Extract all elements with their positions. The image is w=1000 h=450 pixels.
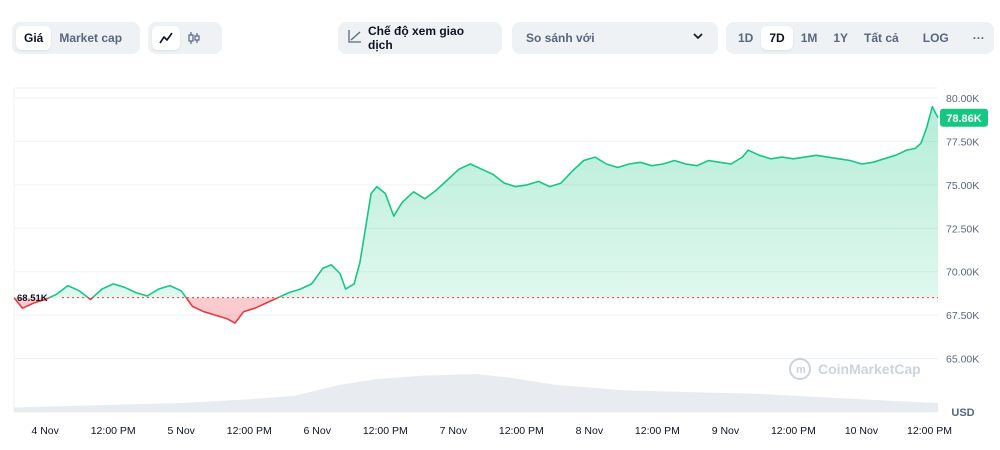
- area-fill-down: [14, 297, 279, 323]
- currency-label: USD: [951, 407, 974, 419]
- more-options-icon[interactable]: ···: [972, 31, 985, 45]
- y-tick-label: 72.50K: [946, 223, 979, 235]
- candlestick-icon[interactable]: [180, 26, 208, 50]
- range-1m[interactable]: 1M: [800, 31, 818, 45]
- current-price-value: 78.86K: [946, 113, 982, 125]
- baseline-value: 68.51K: [17, 293, 48, 304]
- metric-tab-group: Giá Market cap: [12, 22, 140, 54]
- y-tick-label: 77.50K: [946, 136, 979, 148]
- y-tick-label: 67.50K: [946, 310, 979, 322]
- baseline-label: 68.51K: [17, 293, 48, 304]
- range-1d[interactable]: 1D: [738, 31, 754, 45]
- x-tick-label: 8 Nov: [576, 425, 604, 437]
- coinmarketcap-logo-icon: m: [796, 364, 806, 376]
- area-fill-up: [14, 106, 938, 298]
- x-tick-label: 9 Nov: [712, 425, 740, 437]
- x-tick-label: 6 Nov: [304, 425, 332, 437]
- range-7d[interactable]: 7D: [761, 26, 793, 50]
- tab-market-cap[interactable]: Market cap: [59, 31, 123, 45]
- current-price-tag: 78.86K: [940, 108, 988, 127]
- tab-price[interactable]: Giá: [16, 26, 52, 50]
- x-tick-label: 12:00 PM: [91, 425, 136, 437]
- x-tick-label: 12:00 PM: [907, 425, 952, 437]
- compare-dropdown[interactable]: So sánh với: [512, 22, 718, 54]
- x-tick-label: 7 Nov: [440, 425, 468, 437]
- chart-toolbar: Giá Market cap Chế độ xem giao dịch So s…: [12, 22, 994, 56]
- chart-style-group: [148, 22, 222, 54]
- range-tab-group: 1D 7D 1M 1Y Tất cả LOG ···: [726, 22, 994, 54]
- log-scale-toggle[interactable]: LOG: [922, 31, 949, 45]
- trading-view-label: Chế độ xem giao dịch: [368, 24, 465, 52]
- x-tick-label: 10 Nov: [845, 425, 879, 437]
- compare-label: So sánh với: [526, 31, 595, 45]
- x-tick-label: 12:00 PM: [363, 425, 408, 437]
- trend-line-icon: [348, 29, 362, 48]
- watermark-text: CoinMarketCap: [818, 361, 921, 377]
- y-tick-label: 75.00K: [946, 180, 979, 192]
- y-tick-label: 70.00K: [946, 267, 979, 279]
- y-tick-label: 80.00K: [946, 93, 979, 105]
- y-axis: 65.00K 67.50K 70.00K 72.50K 75.00K 77.50K 80.0…: [946, 93, 979, 366]
- x-tick-label: 12:00 PM: [771, 425, 816, 437]
- y-tick-label: 65.00K: [946, 354, 979, 366]
- range-1y[interactable]: 1Y: [833, 31, 849, 45]
- chevron-down-icon: [692, 29, 704, 47]
- x-tick-label: 12:00 PM: [227, 425, 272, 437]
- volume-area: [14, 374, 938, 412]
- x-axis: 4 Nov 12:00 PM 5 Nov 12:00 PM 6 Nov 12:00 PM 7…: [31, 425, 952, 437]
- price-line-up: [13, 105, 939, 298]
- x-tick-label: 12:00 PM: [635, 425, 680, 437]
- x-tick-label: 4 Nov: [31, 425, 59, 437]
- line-chart-icon[interactable]: [152, 26, 180, 50]
- trading-view-button[interactable]: Chế độ xem giao dịch: [338, 22, 502, 54]
- x-tick-label: 5 Nov: [168, 425, 196, 437]
- watermark: m CoinMarketCap: [789, 358, 921, 380]
- range-all[interactable]: Tất cả: [864, 31, 899, 45]
- x-tick-label: 12:00 PM: [499, 425, 544, 437]
